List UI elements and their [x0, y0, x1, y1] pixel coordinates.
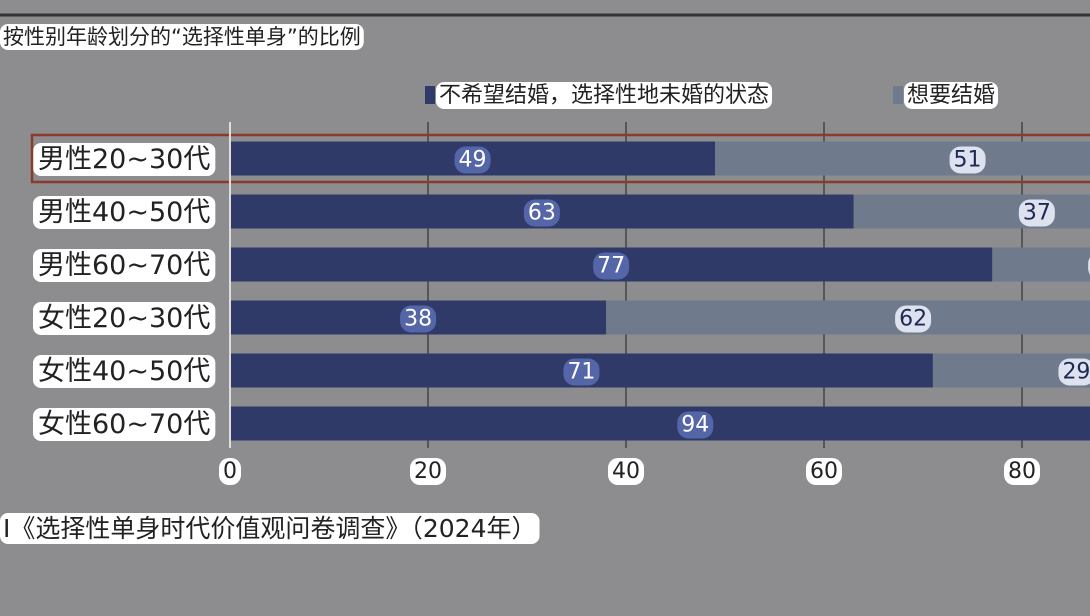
data-label: 63 [528, 201, 556, 226]
legend-label: 想要结婚 [907, 83, 995, 108]
data-label: 49 [459, 148, 487, 173]
legend-swatch [893, 86, 903, 104]
y-tick-label-box [33, 143, 216, 176]
chart-title-group: 按性别年龄划分的“选择性单身”的比例 [0, 24, 364, 50]
x-tick-label-group: 80 [1004, 458, 1040, 485]
y-tick-label: 男性60~70代 [38, 250, 210, 281]
legend-label-box [436, 82, 773, 109]
source-note-group: I《选择性单身时代价值观问卷调查》（2024年） [0, 513, 540, 544]
data-label: 77 [597, 254, 625, 279]
x-tick-label-group: 0 [219, 458, 241, 485]
chart-title: 按性别年龄划分的“选择性单身”的比例 [3, 25, 361, 49]
data-label: 51 [954, 148, 982, 173]
y-tick-label-group: 女性60~70代 [33, 408, 216, 441]
x-tick-label-box [608, 458, 644, 485]
data-label-box [1058, 358, 1090, 386]
y-tick-label-box [33, 249, 216, 282]
x-tick-label-box [1004, 458, 1040, 485]
data-label-group: 63 [523, 199, 560, 227]
source-note-box [0, 513, 540, 544]
data-label: 71 [567, 360, 595, 385]
y-tick-label-group: 女性40~50代 [33, 355, 216, 388]
y-tick-label-group: 男性60~70代 [33, 249, 216, 282]
x-tick-label: 40 [612, 459, 640, 484]
x-tick-label: 60 [810, 459, 838, 484]
legend-label-group: 不希望结婚，选择性地未婚的状态 [436, 82, 773, 109]
data-label-group: 62 [895, 305, 932, 333]
data-label: 29 [1062, 360, 1090, 385]
x-tick-label-box [219, 458, 241, 485]
data-label-box [1018, 199, 1055, 227]
bar-segment [715, 141, 1090, 176]
data-label-box [895, 305, 932, 333]
data-label-group: 71 [563, 358, 600, 386]
data-label-box [523, 199, 560, 227]
chart-title-box [0, 24, 364, 50]
y-tick-label-box [33, 302, 216, 335]
x-tick-label: 20 [414, 459, 442, 484]
data-label: 38 [404, 307, 432, 332]
x-tick-label: 0 [223, 459, 237, 484]
data-label-box [949, 146, 986, 174]
y-tick-label-group: 男性40~50代 [33, 196, 216, 229]
legend-swatch [425, 86, 435, 104]
data-label-group: 51 [949, 146, 986, 174]
legend-label-group: 想要结婚 [904, 82, 999, 109]
x-tick-label-group: 20 [410, 458, 446, 485]
y-tick-label: 男性20~30代 [38, 144, 210, 175]
y-tick-label: 女性60~70代 [38, 409, 210, 440]
x-tick-label-group: 40 [608, 458, 644, 485]
data-label-group: 38 [400, 305, 437, 333]
y-tick-label-box [33, 408, 216, 441]
data-label-box [454, 146, 491, 174]
data-label-group: 37 [1018, 199, 1055, 227]
legend-label-box [904, 82, 999, 109]
y-tick-label: 女性40~50代 [38, 356, 210, 387]
data-label-box [593, 252, 630, 280]
data-label-group: 29 [1058, 358, 1090, 386]
y-tick-label-group: 男性20~30代 [33, 143, 216, 176]
y-tick-label: 女性20~30代 [38, 303, 210, 334]
data-label-group: 49 [454, 146, 491, 174]
y-tick-label-box [33, 196, 216, 229]
data-label-box [400, 305, 437, 333]
plot: 按性别年龄划分的“选择性单身”的比例 I《选择性单身时代价值观问卷调查》（2024… [0, 24, 1090, 544]
x-tick-label-box [410, 458, 446, 485]
legend-label: 不希望结婚，选择性地未婚的状态 [439, 83, 769, 108]
data-label-group: 94 [677, 411, 714, 439]
data-label-box [677, 411, 714, 439]
x-tick-label: 80 [1008, 459, 1036, 484]
highlight-box [30, 133, 1090, 184]
y-tick-label-group: 女性20~30代 [33, 302, 216, 335]
source-note: I《选择性单身时代价值观问卷调查》（2024年） [3, 514, 537, 543]
data-label-box [563, 358, 600, 386]
data-label-group: 77 [593, 252, 630, 280]
data-label: 37 [1023, 201, 1051, 226]
bar-segment [230, 406, 1090, 441]
bar-segment [606, 300, 1090, 335]
y-tick-label-box [33, 355, 216, 388]
x-tick-label-box [806, 458, 842, 485]
y-tick-label: 男性40~50代 [38, 197, 210, 228]
bar-segment [992, 247, 1090, 282]
data-label: 94 [681, 413, 709, 438]
x-tick-label-group: 60 [806, 458, 842, 485]
data-label: 62 [899, 307, 927, 332]
